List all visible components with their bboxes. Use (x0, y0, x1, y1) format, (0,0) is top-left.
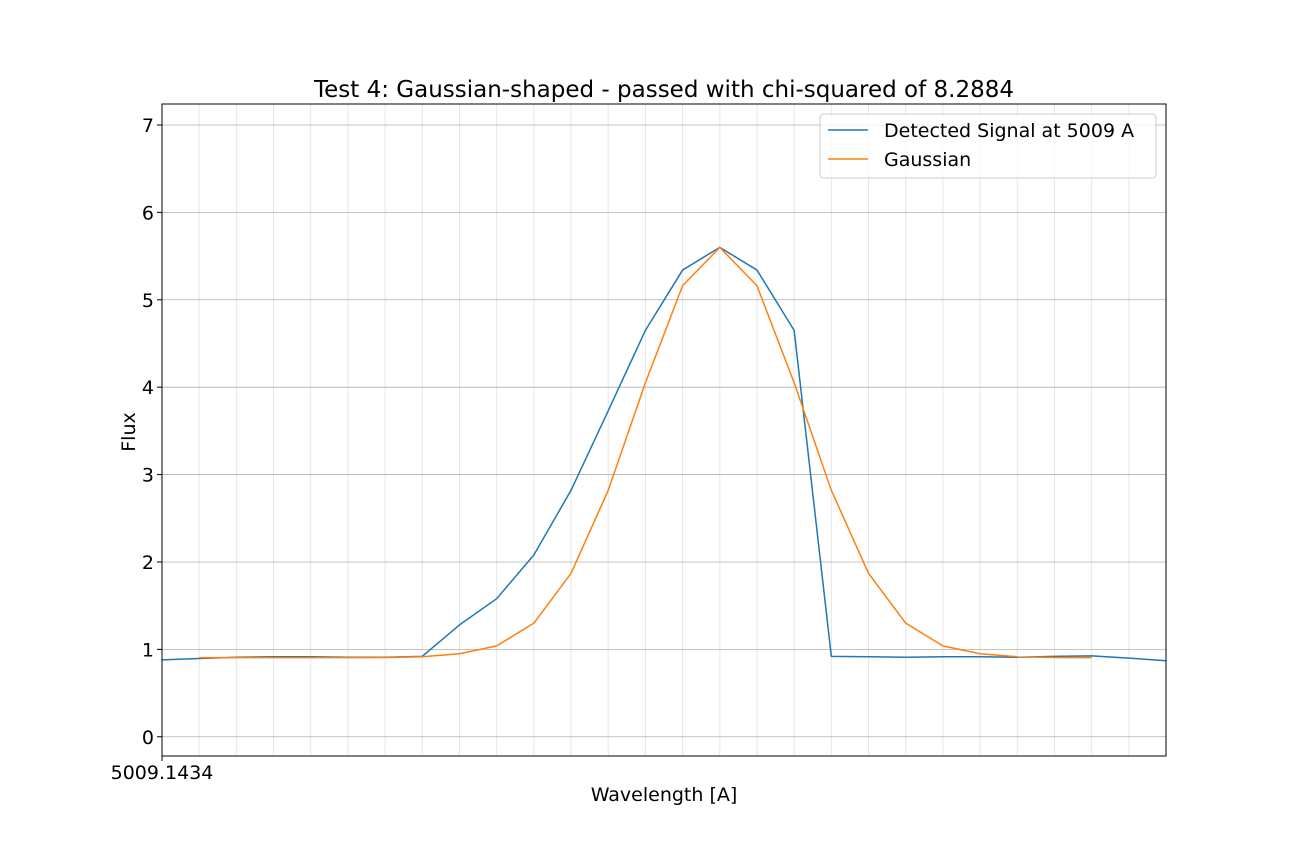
y-axis-label: Flux (118, 412, 140, 452)
x-axis-label: Wavelength [A] (591, 784, 738, 806)
x-tick-label: 5009.1434 (111, 762, 214, 784)
legend-frame (819, 113, 1157, 179)
y-tick-label: 2 (142, 552, 154, 574)
plot-frame (161, 103, 1167, 757)
y-tick-label: 6 (142, 202, 154, 224)
y-tick-label: 0 (142, 727, 154, 749)
legend: Detected Signal at 5009 A Gaussian (819, 113, 1157, 179)
series-line-1 (199, 246, 1092, 659)
y-gridlines (162, 124, 1166, 738)
y-tick-label: 7 (142, 115, 154, 137)
y-tick-label: 1 (142, 639, 154, 661)
series-layer (161, 246, 1167, 662)
legend-label-detected-signal: Detected Signal at 5009 A (884, 120, 1134, 142)
y-tick-label: 4 (142, 377, 154, 399)
series-line-0 (161, 246, 1167, 662)
chart-title: Test 4: Gaussian-shaped - passed with ch… (313, 77, 1014, 103)
y-tick-label: 3 (142, 465, 154, 487)
y-axis-ticks: 0 1 2 3 4 5 6 7 (142, 115, 162, 749)
legend-label-gaussian: Gaussian (884, 149, 971, 171)
y-tick-label: 5 (142, 290, 154, 312)
